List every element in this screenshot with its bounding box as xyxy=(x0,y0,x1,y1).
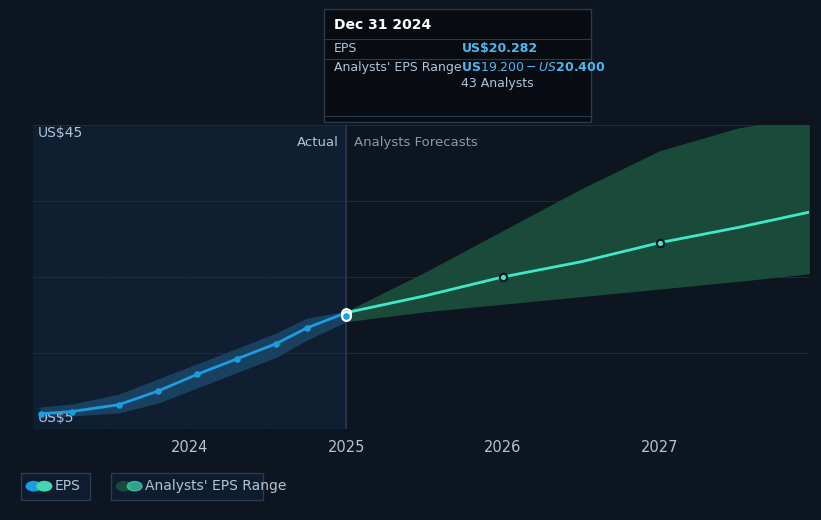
Point xyxy=(152,387,165,395)
Bar xyxy=(33,125,346,429)
Point xyxy=(34,410,48,418)
Point xyxy=(340,308,353,317)
Point xyxy=(340,313,353,321)
Point xyxy=(112,400,126,409)
Bar xyxy=(346,125,809,429)
Point xyxy=(497,272,510,281)
Point xyxy=(190,370,204,379)
Text: US$5: US$5 xyxy=(38,411,74,425)
Point xyxy=(66,407,79,415)
Point xyxy=(230,355,243,363)
Text: US$19.200 - US$20.400: US$19.200 - US$20.400 xyxy=(461,61,606,74)
Text: Actual: Actual xyxy=(296,136,338,149)
Point xyxy=(654,239,667,247)
Text: US$45: US$45 xyxy=(38,126,83,140)
Text: EPS: EPS xyxy=(55,479,81,493)
Point xyxy=(300,323,314,332)
Text: Dec 31 2024: Dec 31 2024 xyxy=(334,18,431,32)
Point xyxy=(269,340,282,348)
Text: 43 Analysts: 43 Analysts xyxy=(461,77,534,90)
Text: Analysts' EPS Range: Analysts' EPS Range xyxy=(145,479,287,493)
Point xyxy=(340,308,353,317)
Text: US$20.282: US$20.282 xyxy=(461,42,538,55)
Text: Analysts Forecasts: Analysts Forecasts xyxy=(354,136,478,149)
Text: Analysts' EPS Range: Analysts' EPS Range xyxy=(334,61,461,74)
Text: EPS: EPS xyxy=(334,42,357,55)
